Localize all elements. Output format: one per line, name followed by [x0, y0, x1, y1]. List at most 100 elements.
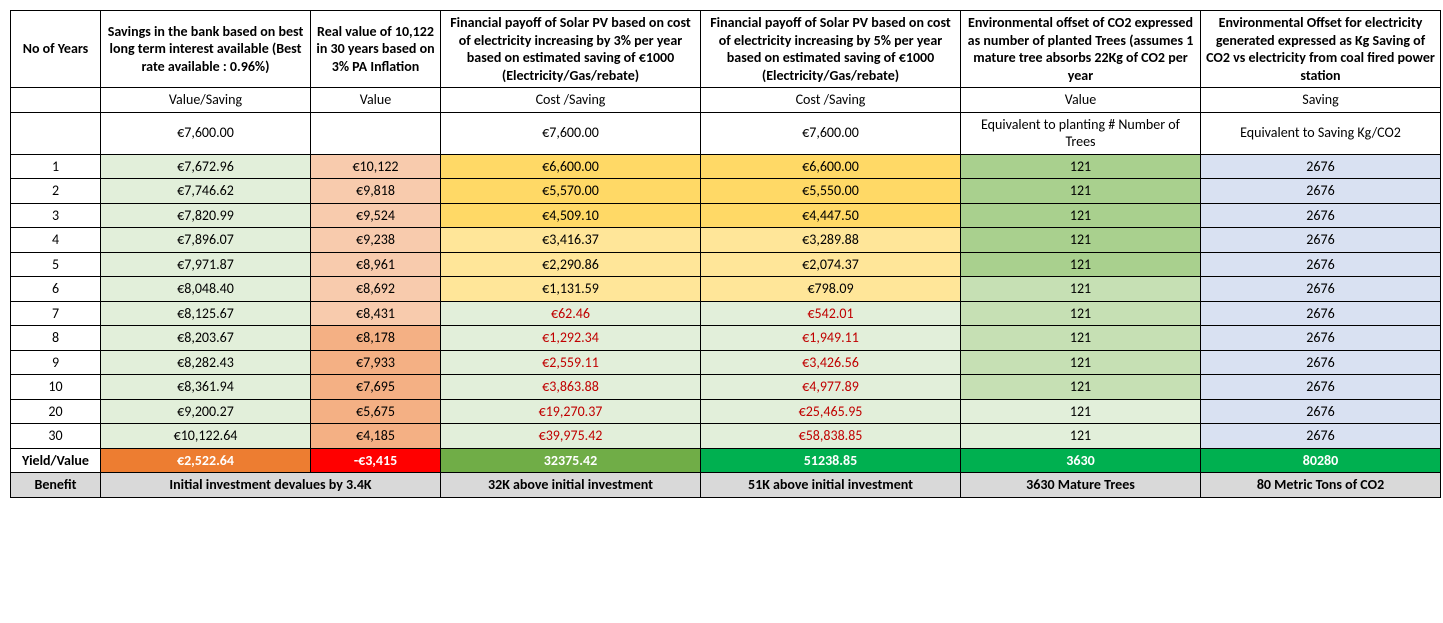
cell-co2: 2676 [1201, 277, 1441, 302]
hdr-savings: Savings in the bank based on best long t… [101, 11, 311, 88]
cell-real: €8,692 [311, 277, 441, 302]
cell-savings: €7,672.96 [101, 154, 311, 179]
cell-co2: 2676 [1201, 301, 1441, 326]
cell-year: 9 [11, 350, 101, 375]
cell-savings: €8,125.67 [101, 301, 311, 326]
cell-trees: 121 [961, 424, 1201, 449]
cell-real: €5,675 [311, 399, 441, 424]
cell-pv5: €542.01 [701, 301, 961, 326]
table-row: 20€9,200.27€5,675€19,270.37€25,465.95121… [11, 399, 1441, 424]
yield-pv5: 51238.85 [701, 448, 961, 473]
cell-savings: €8,282.43 [101, 350, 311, 375]
cell-pv5: €1,949.11 [701, 326, 961, 351]
cell-co2: 2676 [1201, 179, 1441, 204]
sub-savings: Value/Saving [101, 88, 311, 113]
benefit-pv3: 32K above initial investment [441, 473, 701, 498]
table-row: 30€10,122.64€4,185€39,975.42€58,838.8512… [11, 424, 1441, 449]
cell-trees: 121 [961, 399, 1201, 424]
cell-year: 10 [11, 375, 101, 400]
cell-trees: 121 [961, 375, 1201, 400]
init-trees: Equivalent to planting # Number of Trees [961, 112, 1201, 154]
cell-year: 1 [11, 154, 101, 179]
cell-co2: 2676 [1201, 326, 1441, 351]
sub-pv3: Cost /Saving [441, 88, 701, 113]
table-row: 1€7,672.96€10,122€6,600.00€6,600.0012126… [11, 154, 1441, 179]
benefit-label: Benefit [11, 473, 101, 498]
cell-co2: 2676 [1201, 375, 1441, 400]
cell-real: €9,238 [311, 228, 441, 253]
comparison-table: No of Years Savings in the bank based on… [10, 10, 1441, 498]
benefit-trees: 3630 Mature Trees [961, 473, 1201, 498]
cell-real: €10,122 [311, 154, 441, 179]
cell-pv5: €58,838.85 [701, 424, 961, 449]
cell-co2: 2676 [1201, 252, 1441, 277]
table-row: 7€8,125.67€8,431€62.46€542.011212676 [11, 301, 1441, 326]
cell-year: 30 [11, 424, 101, 449]
cell-pv5: €3,289.88 [701, 228, 961, 253]
cell-pv3: €1,131.59 [441, 277, 701, 302]
cell-pv3: €19,270.37 [441, 399, 701, 424]
cell-pv5: €4,977.89 [701, 375, 961, 400]
init-co2: Equivalent to Saving Kg/CO2 [1201, 112, 1441, 154]
cell-year: 5 [11, 252, 101, 277]
cell-savings: €7,971.87 [101, 252, 311, 277]
cell-year: 20 [11, 399, 101, 424]
cell-pv3: €6,600.00 [441, 154, 701, 179]
cell-trees: 121 [961, 326, 1201, 351]
yield-row: Yield/Value €2,522.64 -€3,415 32375.42 5… [11, 448, 1441, 473]
sub-trees: Value [961, 88, 1201, 113]
cell-co2: 2676 [1201, 228, 1441, 253]
table-row: 4€7,896.07€9,238€3,416.37€3,289.88121267… [11, 228, 1441, 253]
cell-savings: €7,820.99 [101, 203, 311, 228]
sub-co2: Saving [1201, 88, 1441, 113]
benefit-sr: Initial investment devalues by 3.4K [101, 473, 441, 498]
cell-real: €9,524 [311, 203, 441, 228]
cell-pv5: €25,465.95 [701, 399, 961, 424]
hdr-pv5: Financial payoff of Solar PV based on co… [701, 11, 961, 88]
init-savings: €7,600.00 [101, 112, 311, 154]
hdr-real: Real value of 10,122 in 30 years based o… [311, 11, 441, 88]
cell-pv3: €39,975.42 [441, 424, 701, 449]
yield-co2: 80280 [1201, 448, 1441, 473]
cell-co2: 2676 [1201, 154, 1441, 179]
table-row: 2€7,746.62€9,818€5,570.00€5,550.00121267… [11, 179, 1441, 204]
cell-pv5: €5,550.00 [701, 179, 961, 204]
cell-pv5: €798.09 [701, 277, 961, 302]
cell-year: 8 [11, 326, 101, 351]
benefit-row: Benefit Initial investment devalues by 3… [11, 473, 1441, 498]
table-row: 5€7,971.87€8,961€2,290.86€2,074.37121267… [11, 252, 1441, 277]
cell-trees: 121 [961, 252, 1201, 277]
hdr-co2: Environmental Offset for electricity gen… [1201, 11, 1441, 88]
cell-co2: 2676 [1201, 399, 1441, 424]
cell-savings: €8,203.67 [101, 326, 311, 351]
cell-real: €4,185 [311, 424, 441, 449]
cell-trees: 121 [961, 228, 1201, 253]
cell-real: €7,695 [311, 375, 441, 400]
cell-year: 2 [11, 179, 101, 204]
cell-trees: 121 [961, 203, 1201, 228]
cell-real: €8,431 [311, 301, 441, 326]
cell-co2: 2676 [1201, 350, 1441, 375]
cell-year: 3 [11, 203, 101, 228]
cell-savings: €7,896.07 [101, 228, 311, 253]
cell-year: 4 [11, 228, 101, 253]
cell-trees: 121 [961, 179, 1201, 204]
yield-savings: €2,522.64 [101, 448, 311, 473]
table-row: 9€8,282.43€7,933€2,559.11€3,426.56121267… [11, 350, 1441, 375]
cell-year: 7 [11, 301, 101, 326]
cell-pv5: €2,074.37 [701, 252, 961, 277]
cell-year: 6 [11, 277, 101, 302]
sub-pv5: Cost /Saving [701, 88, 961, 113]
cell-pv3: €4,509.10 [441, 203, 701, 228]
table-header: No of Years Savings in the bank based on… [11, 11, 1441, 155]
cell-pv3: €3,416.37 [441, 228, 701, 253]
cell-trees: 121 [961, 154, 1201, 179]
cell-savings: €10,122.64 [101, 424, 311, 449]
cell-pv3: €1,292.34 [441, 326, 701, 351]
sub-real: Value [311, 88, 441, 113]
cell-pv3: €3,863.88 [441, 375, 701, 400]
cell-pv3: €2,559.11 [441, 350, 701, 375]
init-pv3: €7,600.00 [441, 112, 701, 154]
yield-real: -€3,415 [311, 448, 441, 473]
hdr-year: No of Years [11, 11, 101, 88]
